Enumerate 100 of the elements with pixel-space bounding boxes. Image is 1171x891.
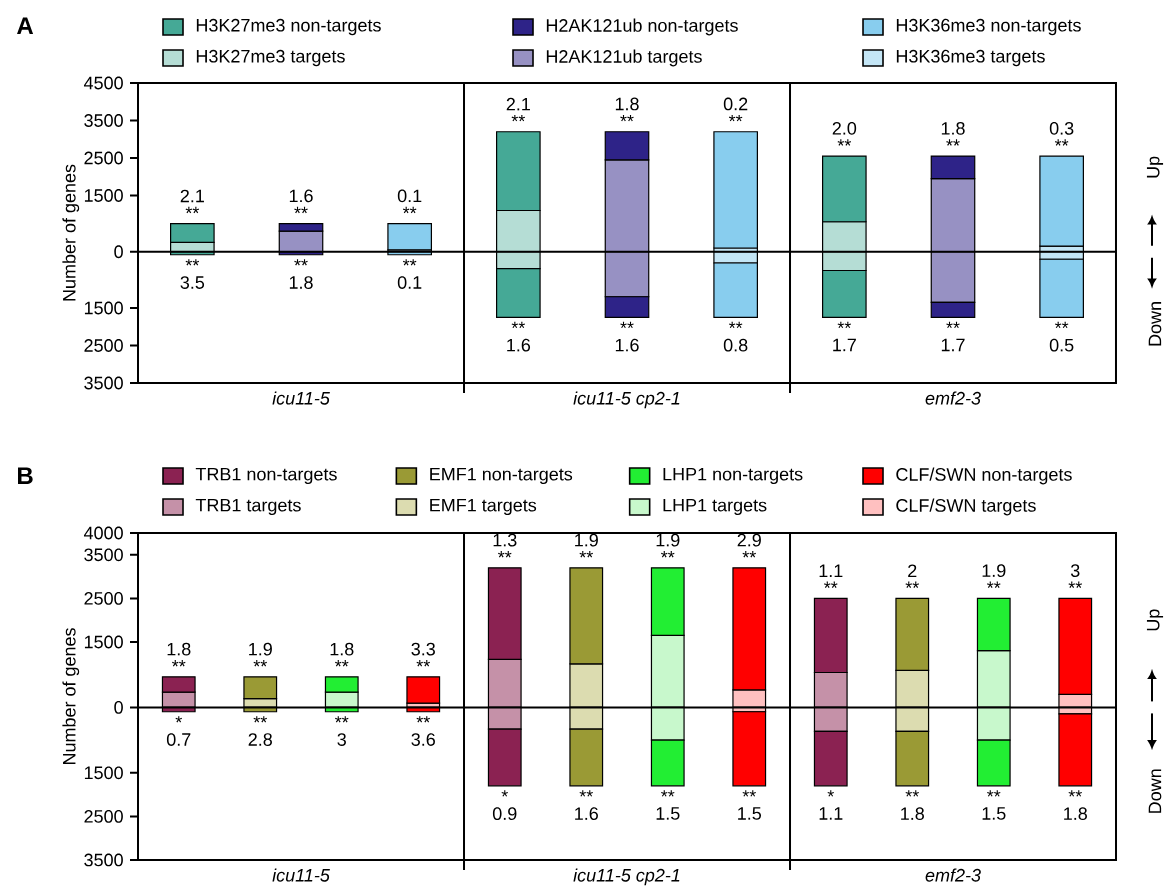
text: Down bbox=[1148, 302, 1162, 346]
annotation: 1.7 bbox=[941, 338, 965, 352]
annotation: 2.0 bbox=[832, 121, 857, 135]
annotation: 1.8 bbox=[167, 642, 191, 656]
annotation: 0.8 bbox=[723, 338, 748, 352]
annotation: 1.5 bbox=[738, 807, 762, 820]
annotation: ** bbox=[335, 716, 349, 723]
annotation: 1.5 bbox=[982, 807, 1006, 820]
annotation: ** bbox=[416, 716, 430, 723]
annotation: 1.6 bbox=[507, 338, 531, 352]
annotation: ** bbox=[416, 660, 430, 667]
legend-label: LHP1 targets bbox=[663, 498, 767, 516]
annotation: ** bbox=[1068, 581, 1082, 588]
y-tick-label: 4000 bbox=[83, 526, 123, 540]
annotation: ** bbox=[728, 321, 743, 329]
y-tick-label: 0 bbox=[114, 245, 123, 259]
annotation: 1.6 bbox=[289, 189, 313, 203]
annotation: 0.2 bbox=[723, 97, 748, 111]
legend-label: TRB1 targets bbox=[195, 498, 301, 516]
annotation: 1.1 bbox=[819, 807, 843, 820]
y-tick-label: 0 bbox=[114, 701, 123, 714]
annotation: 1.6 bbox=[575, 807, 598, 821]
legend-label: EMF1 non-targets bbox=[430, 467, 573, 485]
annotation: ** bbox=[661, 551, 675, 558]
annotation: 3 bbox=[1070, 564, 1080, 578]
annotation: 0.9 bbox=[492, 807, 517, 821]
legend-label: EMF1 targets bbox=[430, 498, 537, 516]
annotation: ** bbox=[987, 581, 1001, 588]
text: emf2-3 bbox=[925, 868, 981, 882]
annotation: ** bbox=[742, 551, 756, 558]
y-tick-label: 1500 bbox=[84, 766, 123, 780]
legend-label: H3K36me3 targets bbox=[896, 49, 1045, 67]
y-tick-label: 3500 bbox=[84, 114, 123, 127]
y-tick-label: 1500 bbox=[84, 635, 123, 649]
annotation: 0.1 bbox=[397, 276, 422, 289]
text: icu11-5 cp2-1 bbox=[573, 391, 680, 409]
annotation: ** bbox=[837, 139, 852, 146]
annotation: 2.9 bbox=[737, 533, 761, 547]
legend-label: H3K36me3 non-targets bbox=[896, 18, 1081, 36]
annotation: ** bbox=[335, 660, 349, 667]
y-tick-label: 3500 bbox=[84, 853, 123, 867]
annotation: 1.9 bbox=[575, 533, 598, 547]
annotation: ** bbox=[620, 321, 634, 329]
annotation: 3 bbox=[337, 733, 346, 746]
annotation: ** bbox=[946, 321, 960, 329]
annotation: 1.8 bbox=[330, 642, 354, 656]
annotation: ** bbox=[728, 114, 743, 122]
annotation: ** bbox=[946, 139, 960, 146]
annotation: ** bbox=[172, 660, 186, 667]
annotation: ** bbox=[742, 790, 756, 797]
y-tick-label: 2500 bbox=[84, 151, 123, 165]
annotation: 0.5 bbox=[1049, 338, 1074, 352]
legend-label: H3K27me3 non-targets bbox=[196, 18, 381, 36]
annotation: 1.8 bbox=[1064, 807, 1087, 821]
annotation: ** bbox=[511, 114, 526, 122]
annotation: 1.8 bbox=[941, 121, 965, 135]
annotation: ** bbox=[837, 321, 852, 329]
y-tick-label: 2500 bbox=[84, 339, 123, 352]
annotation: ** bbox=[905, 790, 919, 797]
text: icu11-5 cp2-1 bbox=[573, 868, 680, 886]
annotation: ** bbox=[661, 790, 675, 797]
chart-title: B bbox=[18, 467, 33, 484]
text: Up bbox=[1146, 156, 1164, 178]
annotation: 1.9 bbox=[982, 564, 1006, 578]
annotation: 0.3 bbox=[1049, 121, 1074, 135]
annotation: 1.8 bbox=[615, 97, 639, 111]
annotation: 1.8 bbox=[901, 807, 924, 821]
legend-label: H2AK121ub targets bbox=[546, 49, 702, 67]
annotation: 0.1 bbox=[397, 189, 422, 203]
annotation: ** bbox=[498, 551, 512, 558]
chart-title: A bbox=[17, 17, 34, 34]
legend-label: TRB1 non-targets bbox=[195, 467, 337, 485]
annotation: ** bbox=[579, 790, 593, 797]
text: icu11-5 bbox=[272, 868, 330, 882]
y-tick-label: 1500 bbox=[84, 189, 123, 202]
y-tick-label: 2500 bbox=[84, 810, 123, 823]
y-tick-label: 4500 bbox=[83, 76, 123, 90]
annotation: ** bbox=[987, 790, 1001, 797]
annotation: 2.8 bbox=[248, 733, 272, 746]
text: Up bbox=[1146, 609, 1164, 631]
text: icu11-5 bbox=[272, 391, 330, 405]
annotation: ** bbox=[294, 259, 308, 266]
annotation: 2.1 bbox=[180, 189, 204, 203]
annotation: ** bbox=[294, 206, 308, 214]
annotation: * bbox=[827, 790, 834, 797]
annotation: ** bbox=[1068, 790, 1082, 797]
annotation: 1.6 bbox=[615, 338, 639, 352]
legend-label: CLF/SWN targets bbox=[896, 498, 1036, 516]
annotation: ** bbox=[1054, 139, 1069, 146]
y-axis-title: Number of genes bbox=[62, 628, 80, 765]
annotation: ** bbox=[905, 581, 919, 588]
annotation: ** bbox=[402, 259, 417, 266]
y-tick-label: 1500 bbox=[84, 301, 123, 315]
annotation: 3.3 bbox=[411, 642, 435, 656]
y-tick-label: 3500 bbox=[84, 376, 123, 390]
annotation: 2.1 bbox=[506, 97, 530, 111]
annotation: ** bbox=[1054, 321, 1069, 329]
legend-label: H3K27me3 targets bbox=[196, 49, 345, 67]
annotation: ** bbox=[579, 551, 593, 558]
annotation: 3.6 bbox=[411, 733, 435, 746]
